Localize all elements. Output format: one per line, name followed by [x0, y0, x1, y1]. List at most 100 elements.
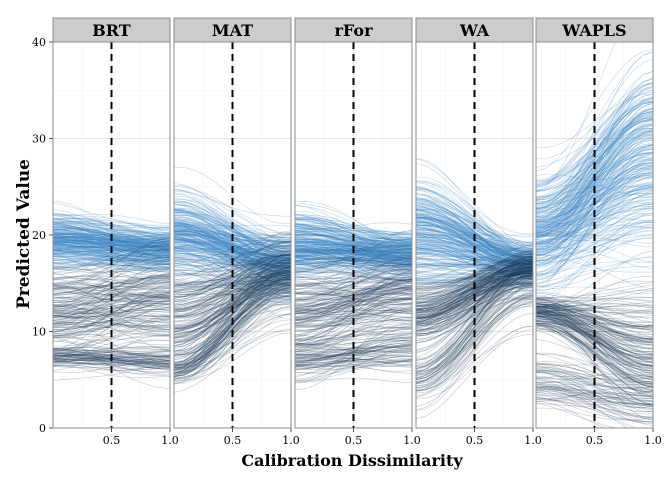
- series-line: [536, 312, 653, 357]
- series-line: [174, 262, 291, 273]
- series-line: [295, 236, 412, 253]
- series-line: [536, 309, 653, 331]
- series-line: [174, 268, 291, 339]
- series-line: [174, 249, 291, 275]
- series-line: [295, 232, 412, 256]
- series-line: [53, 289, 170, 327]
- series-line: [174, 261, 291, 338]
- series-line: [295, 305, 412, 318]
- series-line: [536, 298, 653, 346]
- series-line: [416, 208, 533, 251]
- series-line: [295, 351, 412, 364]
- series-line: [53, 245, 170, 260]
- series-line: [174, 244, 291, 258]
- series-line: [53, 303, 170, 318]
- series-line: [536, 368, 653, 397]
- series-line: [295, 227, 412, 242]
- series-line: [416, 278, 533, 311]
- series-line: [416, 231, 533, 275]
- series-line: [53, 297, 170, 308]
- series-line: [53, 278, 170, 285]
- series-line: [416, 214, 533, 249]
- series-line: [416, 272, 533, 286]
- series-line: [536, 144, 653, 216]
- series-line: [295, 262, 412, 268]
- series-line: [174, 298, 291, 378]
- series-line: [536, 312, 653, 363]
- series-line: [295, 251, 412, 260]
- series-line: [416, 262, 533, 290]
- series-line: [295, 234, 412, 259]
- series-line: [295, 240, 412, 249]
- series-line: [53, 349, 170, 355]
- series-line: [416, 282, 533, 381]
- series-line: [536, 315, 653, 363]
- series-line: [536, 372, 653, 407]
- series-line: [536, 221, 653, 264]
- series-line: [416, 239, 533, 272]
- series-line: [536, 319, 653, 394]
- series-line: [174, 231, 291, 258]
- series-line: [416, 217, 533, 266]
- series-line: [416, 228, 533, 251]
- series-line: [53, 284, 170, 334]
- series-line: [53, 360, 170, 366]
- series-line: [536, 86, 653, 251]
- series-line: [536, 280, 653, 306]
- series-line: [174, 236, 291, 243]
- series-line: [536, 162, 653, 244]
- series-line: [536, 199, 653, 250]
- series-line: [174, 285, 291, 370]
- series-line: [416, 271, 533, 372]
- series-line: [174, 236, 291, 277]
- series-line: [53, 258, 170, 270]
- series-line: [53, 253, 170, 261]
- series-line: [536, 81, 653, 188]
- series-line: [295, 257, 412, 273]
- series-line: [416, 221, 533, 249]
- series-line: [53, 260, 170, 318]
- series-line: [416, 266, 533, 311]
- x-tick-label: 0.5: [586, 434, 604, 447]
- series-line: [416, 263, 533, 272]
- series-line: [174, 231, 291, 263]
- series-line: [295, 285, 412, 296]
- series-line: [416, 278, 533, 300]
- series-line: [295, 344, 412, 363]
- series-line: [416, 239, 533, 274]
- series-line: [53, 235, 170, 247]
- series-line: [295, 203, 412, 246]
- series-line: [536, 391, 653, 400]
- series-line: [295, 252, 412, 282]
- series-line: [536, 100, 653, 211]
- series-line: [416, 271, 533, 318]
- series-line: [53, 267, 170, 284]
- series-line: [295, 288, 412, 322]
- series-line: [416, 254, 533, 272]
- series-line: [174, 263, 291, 272]
- series-line: [416, 276, 533, 351]
- series-line: [295, 298, 412, 337]
- series-line: [174, 264, 291, 350]
- series-line: [295, 244, 412, 260]
- series-line: [536, 85, 653, 186]
- series-line: [416, 263, 533, 306]
- series-line: [416, 232, 533, 249]
- series-line: [53, 228, 170, 255]
- series-line: [416, 258, 533, 281]
- series-line: [416, 256, 533, 321]
- series-line: [295, 286, 412, 325]
- series-line: [536, 312, 653, 367]
- series-line: [53, 310, 170, 319]
- y-tick-label: 30: [32, 133, 46, 146]
- series-line: [536, 323, 653, 388]
- series-line: [536, 186, 653, 223]
- series-line: [53, 202, 170, 234]
- series-line: [416, 237, 533, 265]
- series-line: [174, 272, 291, 282]
- series-line: [174, 265, 291, 299]
- series-line: [416, 266, 533, 298]
- series-line: [295, 351, 412, 363]
- series-line: [536, 325, 653, 392]
